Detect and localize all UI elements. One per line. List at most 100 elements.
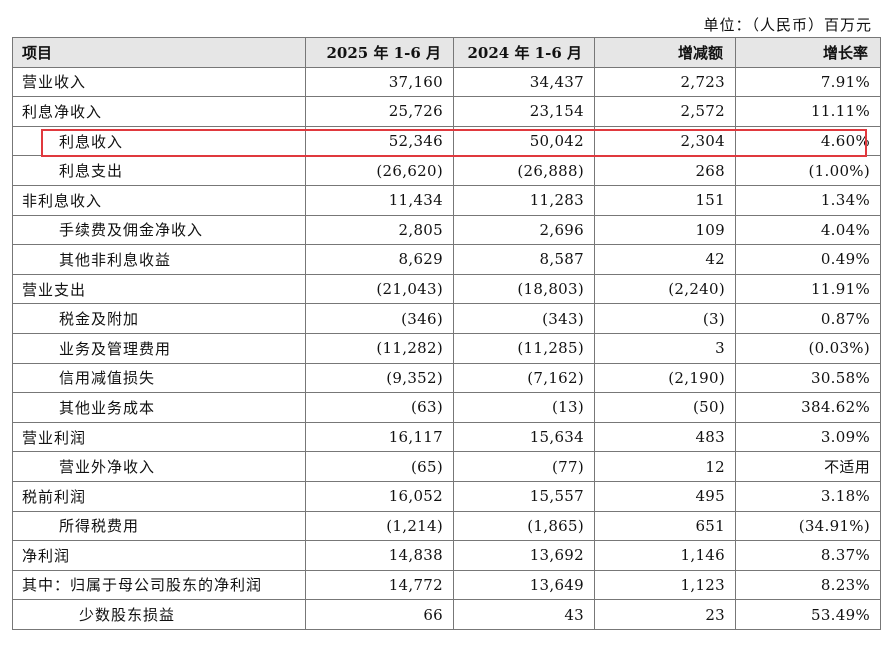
cell-change: 2,304 [594,125,736,157]
table-row: 净利润 14,838 13,692 1,146 8.37% [12,540,881,571]
header-change: 增减额 [594,37,736,68]
cell-rate: (0.03%) [735,332,881,364]
cell-rate: 4.60% [735,125,881,157]
cell-2024: (77) [453,451,595,482]
cell-2024: 13,649 [453,569,595,601]
cell-rate: 7.91% [735,66,881,98]
row-item-label: 税金及附加 [12,303,306,334]
cell-rate: 8.37% [735,540,881,571]
cell-2025: (65) [305,451,454,482]
cell-rate: 1.34% [735,184,881,216]
header-2025: 2025 年 1-6 月 [305,37,454,68]
cell-2025: 66 [305,599,454,630]
cell-2024: 50,042 [453,125,595,157]
cell-2024: 23,154 [453,96,595,127]
cell-2025: 14,838 [305,540,454,571]
header-item: 项目 [12,37,306,68]
cell-change: 268 [594,155,736,186]
row-item-label: 非利息收入 [12,184,306,216]
row-item-label: 利息净收入 [12,96,306,127]
cell-2024: 8,587 [453,244,595,275]
cell-change: 495 [594,480,736,512]
cell-change: 42 [594,244,736,275]
row-item-label: 少数股东损益 [12,599,306,630]
cell-2024: (26,888) [453,155,595,186]
cell-change: 1,123 [594,569,736,601]
cell-change: 2,572 [594,96,736,127]
cell-2025: 16,117 [305,421,454,453]
cell-change: 2,723 [594,66,736,98]
cell-rate: 3.09% [735,421,881,453]
cell-2025: 8,629 [305,244,454,275]
row-item-label: 信用减值损失 [12,362,306,394]
cell-rate: 0.87% [735,303,881,334]
cell-change: 651 [594,510,736,542]
cell-rate: 11.91% [735,273,881,305]
row-item-label: 手续费及佣金净收入 [12,214,306,246]
table-row: 其中：归属于母公司股东的净利润 14,772 13,649 1,123 8.23% [12,569,881,601]
cell-2024: 13,692 [453,540,595,571]
table-row: 营业外净收入 (65) (77) 12 不适用 [12,451,881,482]
row-item-label: 其他非利息收益 [12,244,306,275]
header-rate: 增长率 [735,37,881,68]
cell-2024: 2,696 [453,214,595,246]
cell-2025: 52,346 [305,125,454,157]
row-item-label: 营业外净收入 [12,451,306,482]
cell-2025: 14,772 [305,569,454,601]
table-row: 营业利润 16,117 15,634 483 3.09% [12,421,881,453]
table-row: 利息收入 52,346 50,042 2,304 4.60% [12,125,881,157]
table-row: 利息净收入 25,726 23,154 2,572 11.11% [12,96,881,127]
table-row: 非利息收入 11,434 11,283 151 1.34% [12,184,881,216]
cell-rate: (34.91%) [735,510,881,542]
cell-2025: (346) [305,303,454,334]
table-row: 其他业务成本 (63) (13) (50) 384.62% [12,392,881,423]
cell-rate: 不适用 [735,451,881,482]
cell-2025: (63) [305,392,454,423]
cell-rate: (1.00%) [735,155,881,186]
row-item-label: 所得税费用 [12,510,306,542]
table-row: 手续费及佣金净收入 2,805 2,696 109 4.04% [12,214,881,246]
cell-2024: 11,283 [453,184,595,216]
cell-rate: 8.23% [735,569,881,601]
cell-change: 109 [594,214,736,246]
row-item-label: 利息收入 [12,125,306,157]
table-row: 营业收入 37,160 34,437 2,723 7.91% [12,66,881,98]
cell-rate: 3.18% [735,480,881,512]
cell-2025: 25,726 [305,96,454,127]
table-row: 其他非利息收益 8,629 8,587 42 0.49% [12,244,881,275]
cell-change: 23 [594,599,736,630]
table-row: 营业支出 (21,043) (18,803) (2,240) 11.91% [12,273,881,305]
cell-2025: (9,352) [305,362,454,394]
cell-change: 151 [594,184,736,216]
table-row: 信用减值损失 (9,352) (7,162) (2,190) 30.58% [12,362,881,394]
table-row: 税前利润 16,052 15,557 495 3.18% [12,480,881,512]
cell-change: 12 [594,451,736,482]
cell-change: 3 [594,332,736,364]
cell-change: (3) [594,303,736,334]
cell-2024: (11,285) [453,332,595,364]
cell-2024: 15,557 [453,480,595,512]
cell-2025: (11,282) [305,332,454,364]
row-item-label: 业务及管理费用 [12,332,306,364]
cell-change: (2,190) [594,362,736,394]
cell-2024: 43 [453,599,595,630]
row-item-label: 其他业务成本 [12,392,306,423]
table-body: 营业收入 37,160 34,437 2,723 7.91% 利息净收入 25,726 23,… [12,66,881,630]
row-item-label: 税前利润 [12,480,306,512]
row-item-label: 营业支出 [12,273,306,305]
cell-2025: 2,805 [305,214,454,246]
cell-rate: 11.11% [735,96,881,127]
cell-rate: 30.58% [735,362,881,394]
cell-2024: 34,437 [453,66,595,98]
cell-rate: 384.62% [735,392,881,423]
cell-2024: 15,634 [453,421,595,453]
cell-rate: 53.49% [735,599,881,630]
table-header: 项目 2025 年 1-6 月 2024 年 1-6 月 增减额 增长率 [12,37,881,68]
cell-2024: (343) [453,303,595,334]
cell-2025: (26,620) [305,155,454,186]
cell-change: 483 [594,421,736,453]
cell-2024: (7,162) [453,362,595,394]
cell-rate: 4.04% [735,214,881,246]
cell-2024: (18,803) [453,273,595,305]
cell-2024: (1,865) [453,510,595,542]
